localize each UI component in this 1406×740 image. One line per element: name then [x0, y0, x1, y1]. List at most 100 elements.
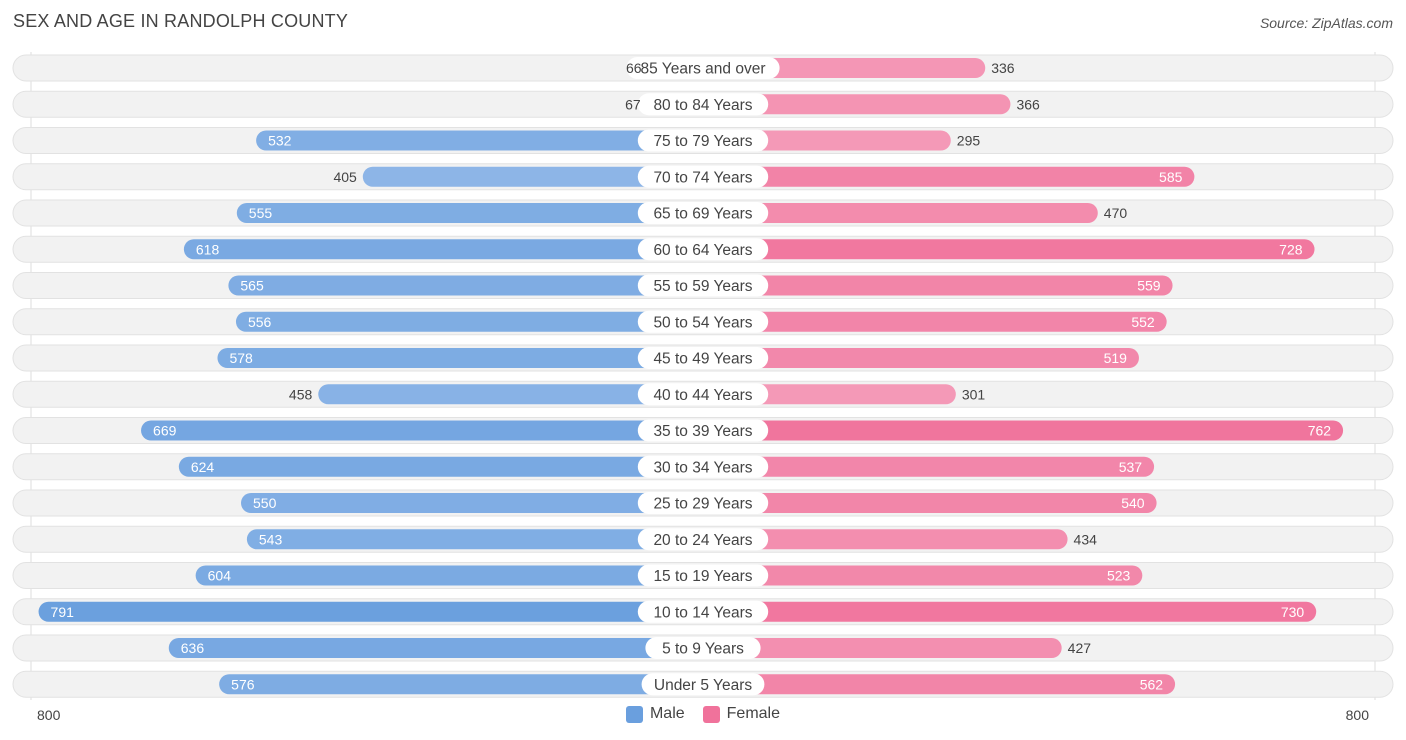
category-label: 65 to 69 Years	[653, 206, 752, 223]
legend-female-label: Female	[726, 705, 781, 722]
male-bar	[168, 638, 703, 658]
male-value-label: 550	[253, 495, 277, 511]
category-label-pill	[637, 528, 769, 551]
male-value-label: 669	[153, 423, 177, 439]
female-bar	[703, 456, 1155, 477]
category-label: 70 to 74 Years	[653, 169, 752, 186]
female-value-label: 301	[962, 386, 986, 402]
male-value-label: 636	[181, 640, 205, 656]
female-bar	[703, 239, 1315, 260]
female-value-label: 537	[1119, 459, 1143, 475]
category-label: 75 to 79 Years	[653, 133, 752, 150]
row-16: 5 to 9 Years 636 427	[12, 634, 1394, 662]
category-label-pill	[637, 202, 769, 224]
female-value-label: 728	[1279, 241, 1303, 257]
male-value-label: 556	[248, 314, 272, 330]
male-bar	[219, 674, 703, 695]
category-label-pill	[637, 419, 769, 442]
male-value-label: 532	[268, 133, 292, 149]
male-value-label: 67	[625, 96, 641, 112]
row-14: 15 to 19 Years 604 523	[12, 562, 1394, 589]
category-label: 10 to 14 Years	[653, 604, 752, 621]
female-bar	[703, 493, 1157, 513]
female-value-label: 366	[1016, 96, 1040, 112]
male-value-label: 604	[208, 568, 232, 584]
axis-left-label: 800	[37, 707, 61, 723]
category-label: 45 to 49 Years	[653, 351, 752, 368]
male-bar	[246, 529, 703, 550]
male-bar	[38, 601, 704, 622]
category-label: 50 to 54 Years	[653, 314, 752, 331]
category-label: 25 to 29 Years	[653, 496, 752, 513]
female-value-label: 434	[1074, 531, 1098, 547]
male-bar	[241, 493, 703, 513]
male-value-label: 624	[191, 459, 215, 475]
row-12: 25 to 29 Years 550 540	[12, 489, 1394, 517]
male-value-label: 458	[289, 386, 313, 402]
male-bar	[236, 203, 704, 223]
male-value-label: 555	[249, 205, 273, 221]
chart-title: SEX AND AGE IN RANDOLPH COUNTY	[13, 11, 349, 31]
axis-right-label: 800	[1345, 707, 1369, 723]
category-label-pill	[637, 564, 769, 587]
male-value-label: 578	[229, 350, 253, 366]
category-label: 40 to 44 Years	[653, 387, 752, 404]
female-bar	[703, 674, 1176, 695]
row-6: 55 to 59 Years 565 559	[12, 272, 1394, 299]
male-bar	[256, 130, 703, 151]
female-bar	[703, 166, 1195, 187]
female-bar	[703, 420, 1344, 441]
female-value-label: 295	[957, 133, 981, 149]
female-value-label: 523	[1107, 568, 1131, 584]
male-value-label: 565	[240, 278, 264, 294]
male-bar	[318, 384, 703, 405]
female-value-label: 552	[1131, 314, 1155, 330]
row-8: 45 to 49 Years 578 519	[12, 344, 1394, 372]
female-value-label: 540	[1121, 495, 1145, 511]
male-value-label: 543	[259, 531, 283, 547]
category-label: Under 5 Years	[654, 677, 752, 694]
female-bar	[703, 203, 1098, 223]
male-value-label: 405	[333, 169, 357, 185]
category-label-pill	[637, 492, 769, 514]
male-bar	[178, 456, 704, 477]
category-label-pill	[637, 165, 769, 188]
category-label: 80 to 84 Years	[653, 97, 752, 114]
row-4: 65 to 69 Years 555 470	[12, 199, 1394, 227]
row-7: 50 to 54 Years 556 552	[12, 308, 1394, 336]
female-bar	[703, 529, 1068, 550]
male-value-label: 791	[51, 604, 75, 620]
male-swatch	[625, 705, 643, 723]
female-bar	[703, 311, 1167, 332]
male-bar	[141, 420, 704, 441]
female-bar	[703, 565, 1143, 586]
category-label: 35 to 39 Years	[653, 423, 752, 440]
category-label-pill	[637, 274, 769, 297]
female-bar	[703, 638, 1062, 658]
row-3: 70 to 74 Years 405 585	[12, 163, 1394, 191]
row-1: 80 to 84 Years 67 366	[12, 90, 1394, 118]
female-value-label: 730	[1281, 604, 1305, 620]
male-value-label: 576	[231, 676, 255, 692]
male-bar	[235, 311, 703, 332]
row-17: Under 5 Years 576 562	[12, 670, 1394, 698]
female-swatch	[702, 705, 720, 723]
row-13: 20 to 24 Years 543 434	[12, 525, 1394, 553]
category-label-pill	[637, 455, 769, 478]
female-value-label: 470	[1104, 205, 1128, 221]
category-label: 60 to 64 Years	[653, 242, 752, 259]
row-9: 40 to 44 Years 458 301	[12, 380, 1394, 408]
category-label-pill	[626, 57, 780, 79]
category-label: 85 Years and over	[641, 61, 766, 78]
row-11: 30 to 34 Years 624 537	[12, 453, 1394, 481]
female-bar	[703, 275, 1173, 296]
female-value-label: 519	[1104, 350, 1128, 366]
legend-item-male: Male	[625, 705, 685, 723]
female-bar	[703, 348, 1139, 368]
female-value-label: 762	[1308, 423, 1332, 439]
row-10: 35 to 39 Years 669 762	[12, 417, 1394, 444]
category-label-pill	[637, 600, 769, 623]
category-label-pill	[645, 637, 761, 659]
male-bar	[362, 166, 703, 187]
